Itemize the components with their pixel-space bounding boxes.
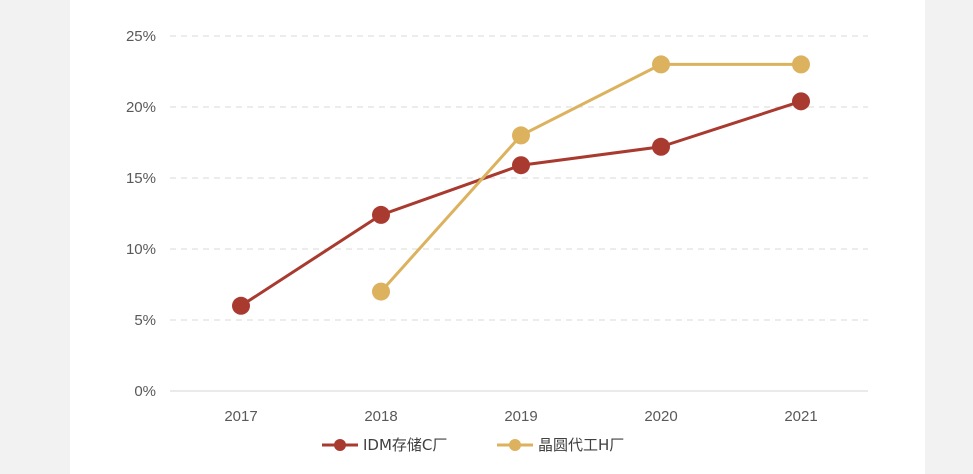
y-axis-ticks: 0% 5% 10% 15% 20% 25% [126,28,156,400]
y-tick-label: 25% [126,28,156,45]
x-tick-label: 2019 [504,408,537,425]
y-tick-label: 0% [134,383,156,400]
y-tick-label: 5% [134,312,156,329]
gridlines [170,35,868,392]
series-layer [232,55,810,315]
series-point-2 [372,282,390,301]
x-tick-label: 2017 [224,408,257,425]
legend-label-1: IDM存储C厂 [363,436,447,454]
series-point-1 [232,296,250,315]
series-point-2 [652,55,670,74]
series-point-1 [792,92,810,111]
x-axis-ticks: 2017 2018 2019 2020 2021 [224,408,817,425]
y-tick-label: 15% [126,170,156,187]
series-point-2 [512,126,530,145]
series-point-2 [792,55,810,74]
legend-marker-1 [334,439,346,451]
legend-label-2: 晶圆代工H厂 [538,436,624,454]
series-point-1 [372,205,390,224]
y-tick-label: 20% [126,99,156,116]
x-tick-label: 2020 [644,408,677,425]
x-tick-label: 2021 [784,408,817,425]
legend: IDM存储C厂 晶圆代工H厂 [322,436,624,454]
y-tick-label: 10% [126,241,156,258]
series-point-1 [512,156,530,175]
chart-canvas [70,0,925,474]
x-tick-label: 2018 [364,408,397,425]
series-line-2 [379,62,801,293]
legend-marker-2 [509,439,521,451]
series-point-1 [652,137,670,156]
